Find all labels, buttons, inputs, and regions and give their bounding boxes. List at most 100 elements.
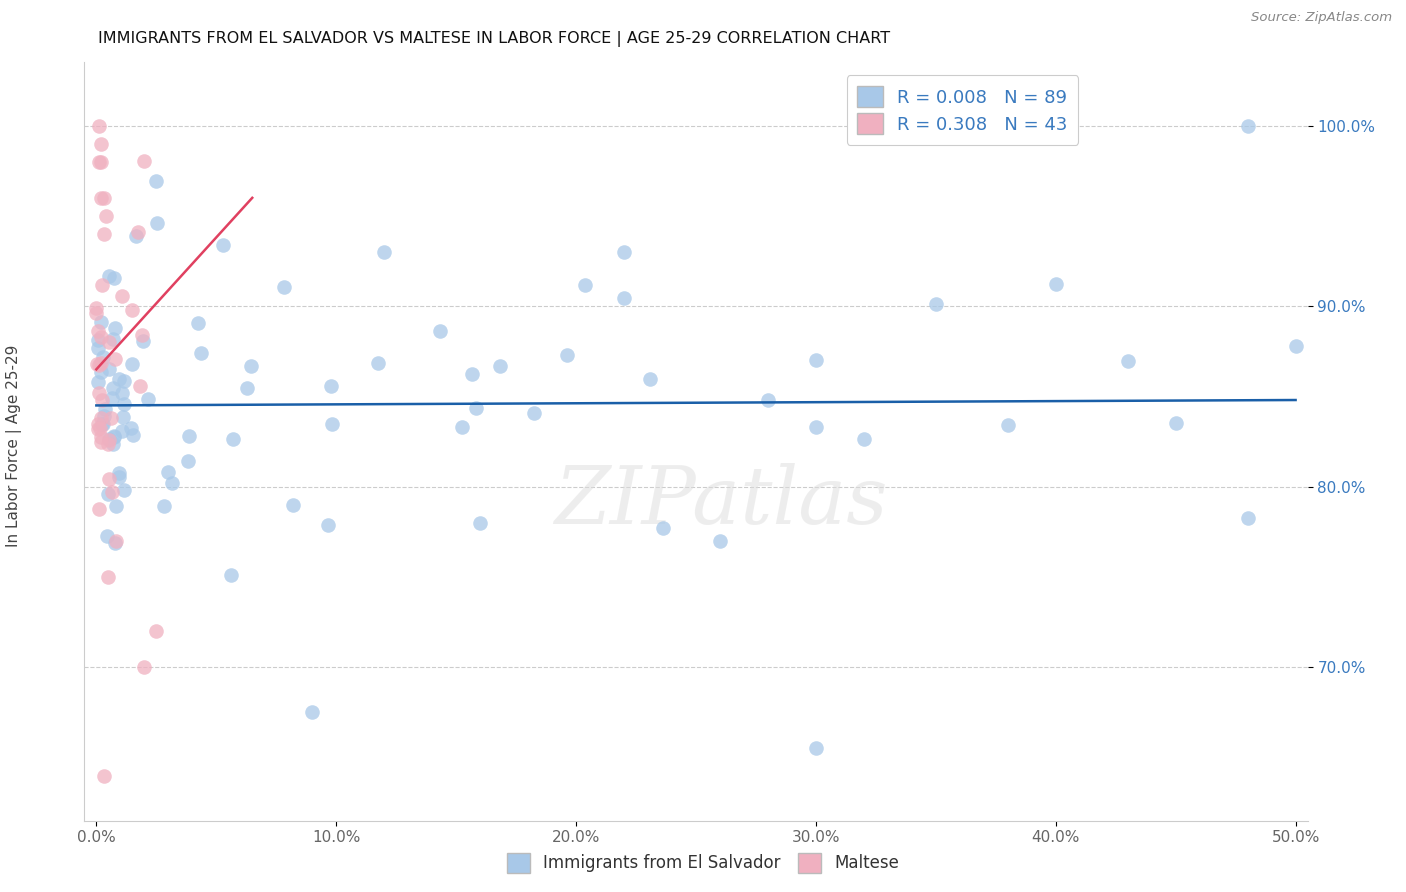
Point [90,417,112,432]
Point [523,406,546,420]
Point [212,237,235,252]
Point [221,567,243,582]
Point [468,516,491,530]
Point [132,334,155,348]
Text: ZIPatlas: ZIPatlas [554,464,887,541]
Point [804,419,827,434]
Point [461,367,484,381]
Point [104,535,127,549]
Point [96,529,118,543]
Point [756,392,779,407]
Point [93,350,115,364]
Point [101,391,124,405]
Point [87,417,110,431]
Point [90,330,112,344]
Point [90,411,112,425]
Point [90,154,112,169]
Point [1236,511,1258,525]
Point [98,335,121,350]
Point [90,435,112,450]
Text: IMMIGRANTS FROM EL SALVADOR VS MALTESE IN LABOR FORCE | AGE 25-29 CORRELATION CH: IMMIGRANTS FROM EL SALVADOR VS MALTESE I… [98,31,890,47]
Point [87,154,110,169]
Point [87,119,110,133]
Point [87,376,110,390]
Point [90,191,112,205]
Point [574,278,596,293]
Point [104,352,127,367]
Point [709,533,731,548]
Point [145,174,167,188]
Point [122,427,145,442]
Point [93,768,115,782]
Point [120,421,142,435]
Point [160,475,183,490]
Point [98,433,121,447]
Point [87,385,110,400]
Point [134,660,156,674]
Point [925,297,948,311]
Point [98,433,121,447]
Point [107,470,129,484]
Point [104,499,127,513]
Point [145,216,167,230]
Point [90,430,112,444]
Point [98,361,121,376]
Point [100,410,122,425]
Point [101,381,124,395]
Point [177,429,200,443]
Point [112,483,135,497]
Point [103,270,125,285]
Point [1164,417,1187,431]
Point [86,301,108,316]
Point [273,280,295,294]
Point [86,357,108,371]
Point [136,392,159,406]
Point [101,332,124,346]
Point [103,429,125,443]
Point [134,154,156,169]
Point [125,229,148,244]
Point [97,486,120,500]
Point [93,191,115,205]
Point [852,432,875,446]
Legend: R = 0.008   N = 89, R = 0.308   N = 43: R = 0.008 N = 89, R = 0.308 N = 43 [846,75,1078,145]
Point [111,410,134,425]
Point [613,244,636,259]
Point [91,393,114,408]
Point [153,499,176,513]
Point [89,421,111,435]
Point [98,472,121,486]
Point [111,289,134,303]
Point [121,303,143,318]
Point [222,432,245,446]
Point [101,484,124,499]
Point [156,465,179,479]
Point [236,381,259,395]
Point [145,624,167,639]
Point [373,244,395,259]
Point [111,386,134,401]
Point [128,378,150,392]
Point [87,341,110,355]
Point [90,356,112,370]
Point [321,379,343,393]
Point [87,422,110,436]
Point [112,374,135,388]
Point [613,291,636,305]
Point [281,498,304,512]
Point [87,333,110,347]
Point [316,518,339,533]
Point [121,357,143,371]
Point [321,417,343,431]
Point [804,741,827,756]
Point [429,324,451,338]
Point [108,467,131,481]
Point [112,397,135,411]
Point [89,365,111,379]
Legend: Immigrants from El Salvador, Maltese: Immigrants from El Salvador, Maltese [501,847,905,880]
Point [97,437,120,451]
Point [640,371,662,385]
Point [557,348,579,362]
Point [1236,119,1258,133]
Point [90,315,112,329]
